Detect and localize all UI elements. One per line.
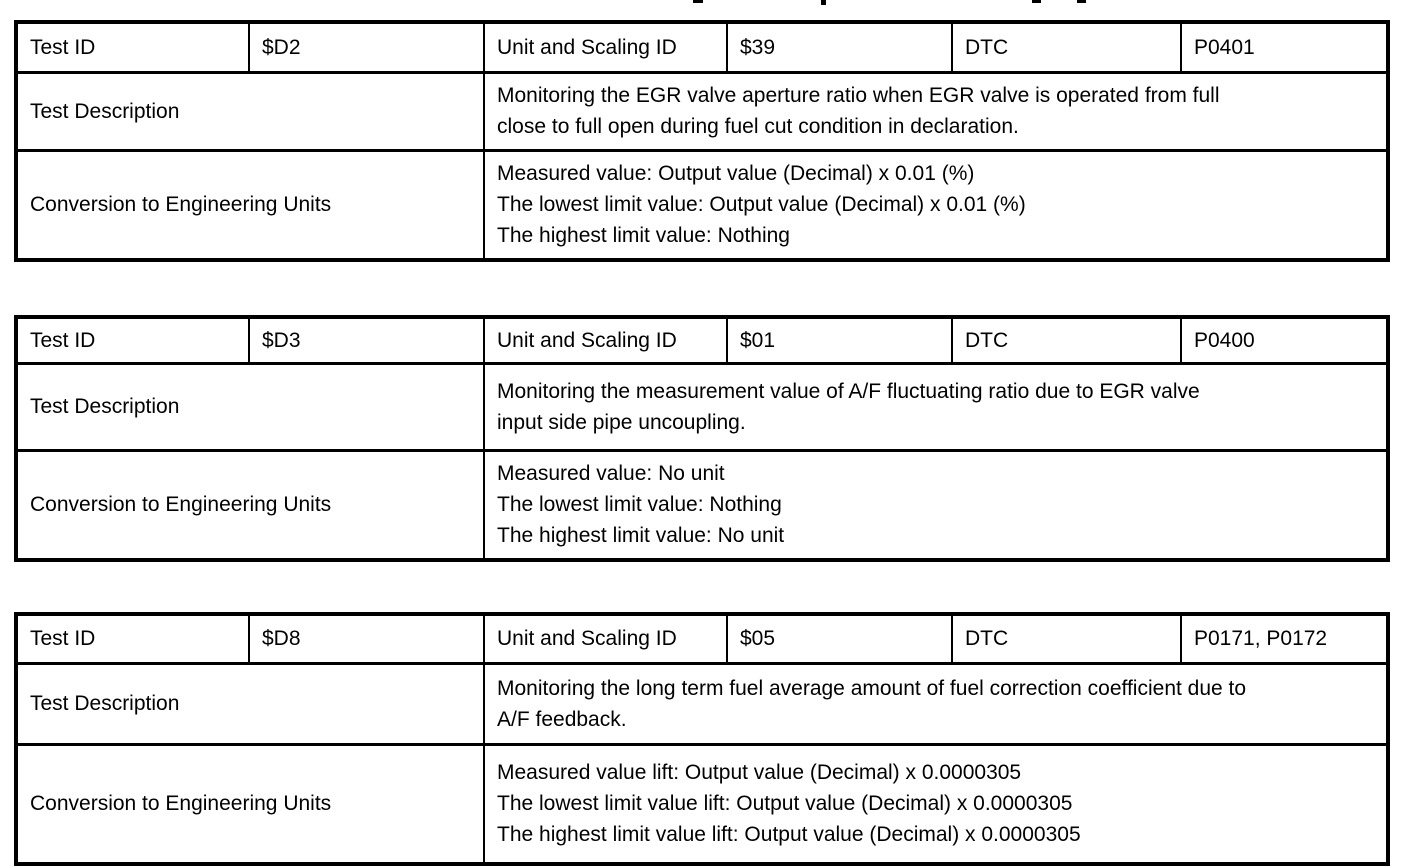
- description-line: Monitoring the measurement value of A/F …: [497, 379, 1200, 403]
- test-description-label: Test Description: [15, 361, 485, 452]
- dtc-label: DTC: [951, 20, 1182, 74]
- dtc-value: P0171, P0172: [1180, 612, 1389, 665]
- test-id-label: Test ID: [15, 20, 250, 74]
- clipped-text-fragment: [821, 0, 826, 5]
- description-line: Monitoring the EGR valve aperture ratio …: [497, 84, 1220, 107]
- conversion-line: The highest limit value: No unit: [497, 524, 785, 548]
- description-line: Monitoring the long term fuel average am…: [497, 676, 1247, 700]
- test-spec-table-d8: Test ID $D8 Unit and Scaling ID $05 DTC …: [14, 612, 1390, 866]
- test-id-value: $D2: [248, 20, 485, 74]
- clipped-text-fragment: [693, 0, 703, 3]
- conversion-line: Measured value: No unit: [497, 462, 725, 486]
- test-id-value: $D3: [248, 315, 485, 365]
- conversion-label: Conversion to Engineering Units: [15, 148, 485, 262]
- unit-scaling-id-value: $39: [726, 20, 953, 74]
- conversion-line: Measured value lift: Output value (Decim…: [497, 761, 1022, 785]
- conversion-line: The highest limit value: Nothing: [497, 224, 790, 248]
- conversion-line: The lowest limit value: Nothing: [497, 493, 782, 517]
- clipped-text-fragment: [1032, 0, 1041, 3]
- test-spec-table-d3: Test ID $D3 Unit and Scaling ID $01 DTC …: [14, 315, 1390, 562]
- description-line: A/F feedback.: [497, 707, 627, 731]
- dtc-label: DTC: [951, 315, 1182, 365]
- test-description-value: Monitoring the long term fuel average am…: [483, 661, 1389, 746]
- conversion-line: Measured value: Output value (Decimal) x…: [497, 162, 975, 186]
- dtc-value: P0401: [1180, 20, 1389, 74]
- test-spec-table-d2: Test ID $D2 Unit and Scaling ID $39 DTC …: [14, 20, 1390, 262]
- unit-scaling-id-value: $05: [726, 612, 953, 665]
- conversion-label: Conversion to Engineering Units: [15, 448, 485, 562]
- unit-scaling-id-label: Unit and Scaling ID: [483, 315, 728, 365]
- conversion-line: The lowest limit value: Output value (De…: [497, 193, 1026, 217]
- dtc-label: DTC: [951, 612, 1182, 665]
- test-id-value: $D8: [248, 612, 485, 665]
- test-id-label: Test ID: [15, 612, 250, 665]
- conversion-value: Measured value: No unit The lowest limit…: [483, 448, 1389, 562]
- test-description-value: Monitoring the measurement value of A/F …: [483, 361, 1389, 452]
- conversion-line: The highest limit value lift: Output val…: [497, 823, 1081, 847]
- description-line: close to full open during fuel cut condi…: [497, 115, 1019, 138]
- test-id-label: Test ID: [15, 315, 250, 365]
- unit-scaling-id-label: Unit and Scaling ID: [483, 612, 728, 665]
- conversion-line: The lowest limit value lift: Output valu…: [497, 792, 1073, 816]
- conversion-label: Conversion to Engineering Units: [15, 742, 485, 866]
- clipped-text-fragment: [1077, 0, 1086, 3]
- conversion-value: Measured value: Output value (Decimal) x…: [483, 148, 1389, 262]
- unit-scaling-id-value: $01: [726, 315, 953, 365]
- conversion-value: Measured value lift: Output value (Decim…: [483, 742, 1389, 866]
- test-description-value: Monitoring the EGR valve aperture ratio …: [483, 70, 1389, 152]
- description-line: input side pipe uncoupling.: [497, 410, 746, 434]
- test-description-label: Test Description: [15, 70, 485, 152]
- dtc-value: P0400: [1180, 315, 1389, 365]
- test-description-label: Test Description: [15, 661, 485, 746]
- unit-scaling-id-label: Unit and Scaling ID: [483, 20, 728, 74]
